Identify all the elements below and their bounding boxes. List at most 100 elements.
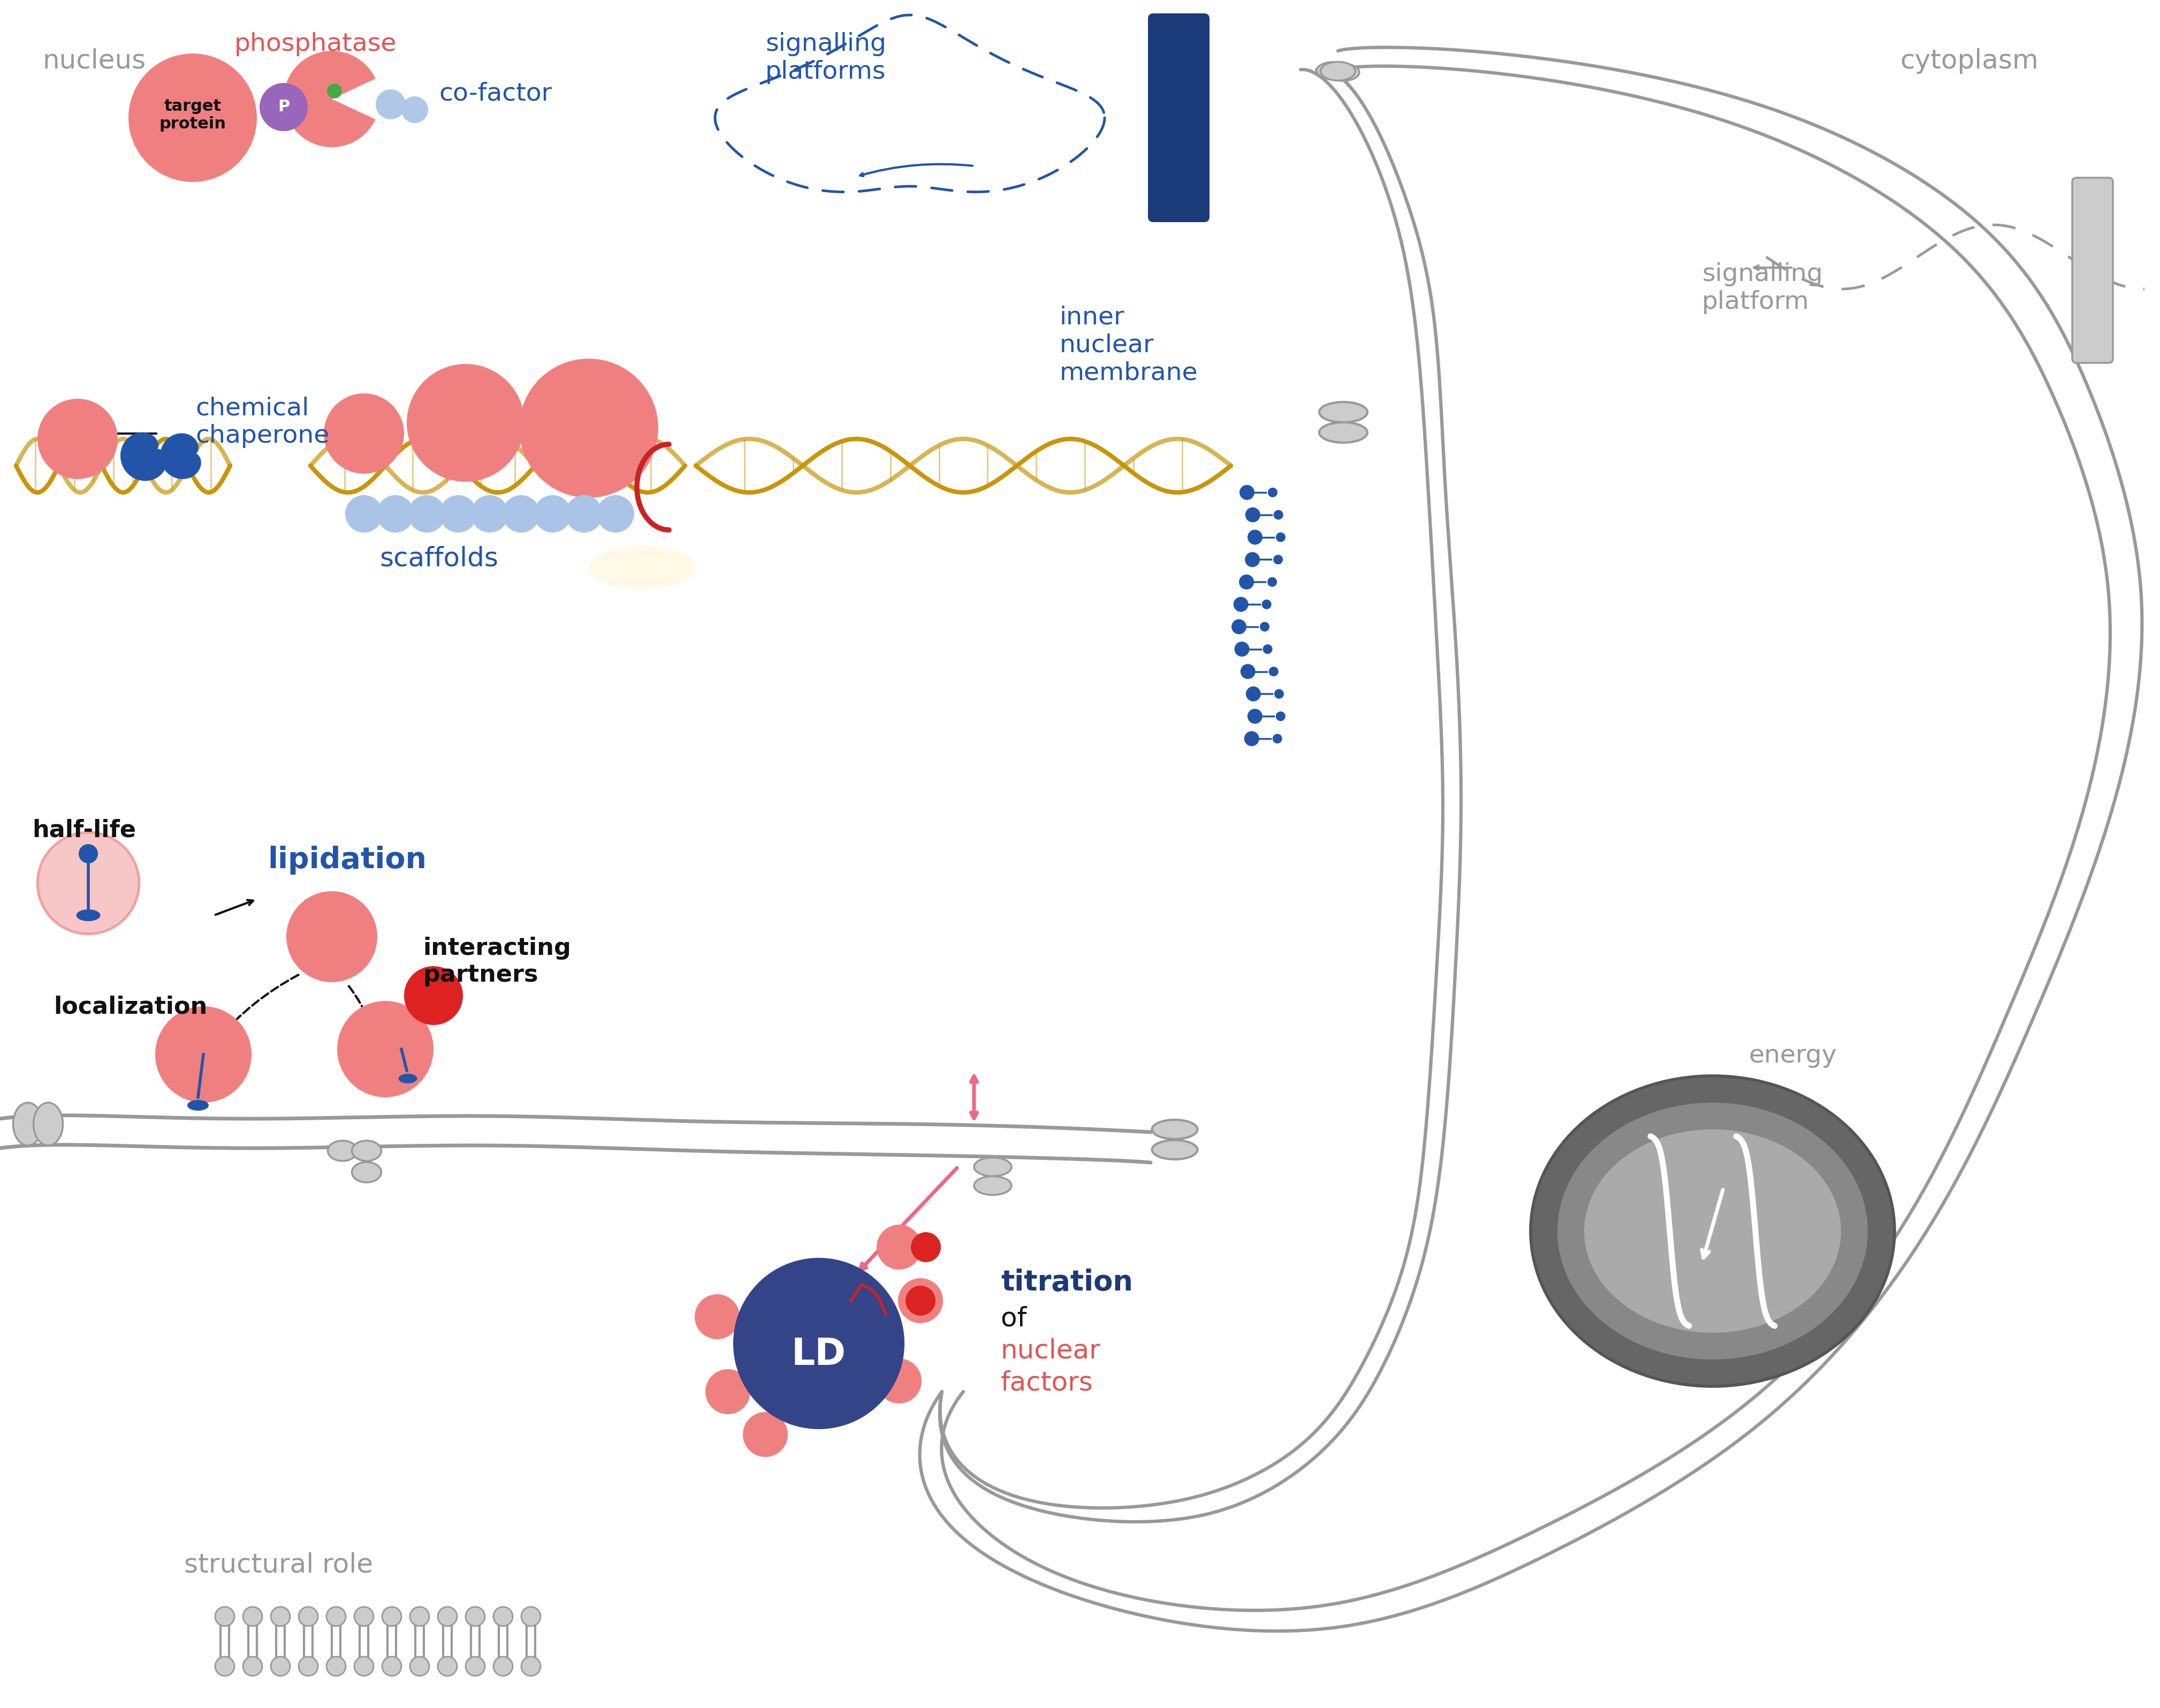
FancyBboxPatch shape: [2071, 178, 2112, 362]
Circle shape: [78, 844, 97, 863]
Circle shape: [521, 1657, 540, 1676]
Circle shape: [242, 1607, 261, 1626]
Circle shape: [1240, 664, 1255, 680]
Circle shape: [732, 1257, 905, 1430]
Ellipse shape: [1318, 61, 1348, 79]
Ellipse shape: [974, 1177, 1011, 1196]
Ellipse shape: [1320, 61, 1354, 80]
Circle shape: [298, 1657, 318, 1676]
Circle shape: [326, 1657, 346, 1676]
Circle shape: [521, 1607, 540, 1626]
Circle shape: [467, 1657, 484, 1676]
Circle shape: [37, 398, 119, 478]
Ellipse shape: [1326, 63, 1359, 80]
Circle shape: [1259, 622, 1270, 632]
Circle shape: [1268, 666, 1279, 676]
Circle shape: [438, 1607, 458, 1626]
Ellipse shape: [328, 1141, 356, 1161]
Text: nuclear: nuclear: [1000, 1337, 1102, 1363]
Text: half-life: half-life: [32, 818, 136, 842]
Circle shape: [1248, 709, 1261, 724]
Circle shape: [216, 1657, 235, 1676]
Circle shape: [37, 832, 138, 934]
Text: signalling
platforms: signalling platforms: [765, 32, 886, 84]
Text: energy: energy: [1750, 1044, 1836, 1068]
Circle shape: [1240, 574, 1255, 589]
Circle shape: [1246, 507, 1259, 523]
Wedge shape: [283, 51, 376, 147]
Text: LD: LD: [791, 1336, 847, 1372]
Circle shape: [1231, 620, 1246, 634]
Circle shape: [518, 359, 659, 497]
Circle shape: [596, 495, 635, 533]
Circle shape: [408, 495, 445, 533]
Circle shape: [242, 1657, 261, 1676]
Circle shape: [912, 1231, 942, 1262]
Circle shape: [324, 393, 404, 473]
Circle shape: [404, 967, 462, 1025]
Circle shape: [376, 89, 406, 120]
Text: target
protein: target protein: [160, 99, 227, 132]
Ellipse shape: [352, 1161, 382, 1182]
Circle shape: [259, 84, 307, 132]
Circle shape: [492, 1657, 512, 1676]
Circle shape: [534, 495, 570, 533]
Text: factors: factors: [1000, 1370, 1093, 1395]
Text: of: of: [1000, 1307, 1035, 1332]
Ellipse shape: [32, 1103, 63, 1146]
Text: cytoplasm: cytoplasm: [1901, 48, 2039, 73]
Circle shape: [503, 495, 540, 533]
Circle shape: [1274, 688, 1283, 699]
Text: co-factor: co-factor: [438, 82, 551, 106]
Circle shape: [270, 1607, 289, 1626]
Text: inner
nuclear
membrane: inner nuclear membrane: [1061, 306, 1199, 384]
Circle shape: [467, 1607, 484, 1626]
Circle shape: [1264, 644, 1272, 654]
Circle shape: [287, 892, 378, 982]
Ellipse shape: [1557, 1103, 1868, 1360]
Circle shape: [354, 1607, 374, 1626]
Ellipse shape: [188, 1100, 210, 1110]
Circle shape: [1240, 485, 1255, 500]
Text: titration: titration: [1000, 1269, 1132, 1296]
Circle shape: [905, 1286, 935, 1315]
Ellipse shape: [13, 1103, 43, 1146]
Text: phosphatase: phosphatase: [235, 32, 397, 56]
Circle shape: [410, 1607, 430, 1626]
Circle shape: [410, 1657, 430, 1676]
Ellipse shape: [352, 1141, 382, 1161]
Circle shape: [1248, 529, 1261, 545]
Text: P: P: [279, 99, 289, 114]
Text: localization: localization: [54, 996, 207, 1018]
Circle shape: [1272, 734, 1283, 743]
Circle shape: [1277, 712, 1285, 721]
FancyBboxPatch shape: [1147, 14, 1210, 222]
Text: chemical
chaperone: chemical chaperone: [194, 396, 328, 447]
Circle shape: [326, 84, 341, 99]
Circle shape: [1233, 596, 1248, 611]
Text: structural role: structural role: [184, 1553, 374, 1578]
Circle shape: [1261, 600, 1272, 610]
Circle shape: [706, 1370, 750, 1414]
Text: scaffolds: scaffolds: [380, 547, 499, 572]
Circle shape: [743, 1413, 788, 1457]
Circle shape: [382, 1657, 402, 1676]
Circle shape: [899, 1278, 944, 1324]
Circle shape: [270, 1657, 289, 1676]
Circle shape: [346, 495, 382, 533]
Text: lipidation: lipidation: [268, 845, 426, 874]
Circle shape: [1277, 533, 1285, 541]
Circle shape: [216, 1607, 235, 1626]
Circle shape: [566, 495, 603, 533]
Ellipse shape: [974, 1158, 1011, 1177]
Circle shape: [696, 1295, 739, 1339]
Circle shape: [877, 1225, 922, 1269]
Circle shape: [1272, 555, 1283, 564]
Circle shape: [406, 364, 525, 482]
Text: nucleus: nucleus: [43, 48, 147, 73]
Ellipse shape: [1320, 401, 1367, 422]
Ellipse shape: [76, 909, 99, 921]
Circle shape: [354, 1657, 374, 1676]
Circle shape: [326, 1607, 346, 1626]
Circle shape: [1268, 487, 1277, 497]
